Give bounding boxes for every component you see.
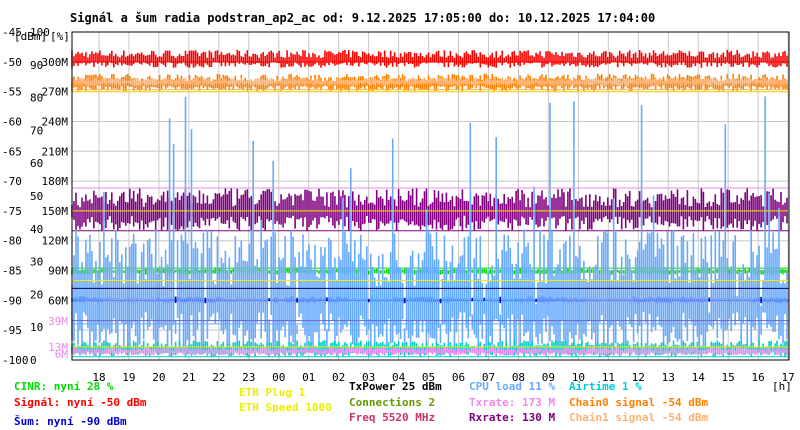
x-tick: 16	[752, 371, 765, 384]
y-tick-pct: 30	[30, 256, 43, 269]
legend-txrate: Txrate: 173 M	[469, 396, 556, 409]
y-tick-pct: 0	[30, 354, 37, 367]
y-tick-rate-low: 39M	[48, 315, 68, 328]
chart-title: Signál a šum radia podstran_ap2_ac od: 9…	[70, 11, 656, 25]
y-tick-rate: 300M	[42, 56, 69, 69]
x-tick: 11	[602, 371, 615, 384]
y-tick-dbm: -75	[2, 205, 22, 218]
y-tick-pct: 60	[30, 157, 43, 170]
legend-rxrate: Rxrate: 130 M	[469, 411, 556, 424]
legend-chain1: Chain1 signal -54 dBm	[569, 411, 709, 424]
legend-eth-speed: ETH Speed 1000	[239, 401, 332, 414]
y-tick-dbm: -95	[2, 324, 22, 337]
x-tick: 08	[512, 371, 525, 384]
legend-chain0: Chain0 signal -54 dBm	[569, 396, 709, 409]
x-tick: 22	[212, 371, 225, 384]
x-tick: 09	[542, 371, 555, 384]
y-tick-dbm: -70	[2, 175, 22, 188]
y-tick-pct: 20	[30, 288, 43, 301]
y-tick-dbm: -60	[2, 115, 22, 128]
x-tick: 23	[242, 371, 255, 384]
legend-airtime: Airtime 1 %	[569, 380, 642, 393]
y-tick-pct: 80	[30, 92, 43, 105]
y-tick-dbm: -55	[2, 86, 22, 99]
legend-cpu-load: CPU load 11 %	[469, 380, 556, 393]
legend-connections: Connections 2	[349, 396, 436, 409]
x-tick: 13	[662, 371, 675, 384]
y-tick-dbm: -100	[2, 354, 29, 367]
x-tick: 02	[332, 371, 345, 384]
y-tick-dbm: -45	[2, 26, 22, 39]
legend-signal: Signál: nyní -50 dBm	[14, 396, 147, 409]
axis-unit-pct: [%]	[50, 30, 70, 43]
y-tick-rate: 120M	[42, 235, 69, 248]
x-tick: 05	[422, 371, 435, 384]
series-cpu-load	[71, 96, 789, 357]
x-tick: 01	[302, 371, 315, 384]
y-tick-rate-low: 13M	[48, 341, 68, 354]
axis-unit-h: [h]	[772, 380, 792, 393]
y-tick-rate: 180M	[42, 175, 69, 188]
x-tick: 03	[362, 371, 375, 384]
legend-cinr: CINR: nyní 28 %	[14, 380, 114, 393]
series-chain1-signal	[71, 77, 789, 91]
x-tick: 18	[92, 371, 105, 384]
x-tick: 17	[781, 371, 794, 384]
y-tick-dbm: -80	[2, 235, 22, 248]
y-tick-rate: 210M	[42, 145, 69, 158]
legend-txpower: TxPower 25 dBm	[349, 380, 442, 393]
y-tick-dbm: -65	[2, 145, 22, 158]
x-tick: 20	[152, 371, 165, 384]
legend-noise: Šum: nyní -90 dBm	[14, 415, 127, 428]
x-tick: 07	[482, 371, 495, 384]
y-tick-rate: 90M	[48, 265, 68, 278]
legend-freq: Freq 5520 MHz	[349, 411, 436, 424]
x-tick: 06	[452, 371, 465, 384]
y-tick-dbm: -50	[2, 56, 22, 69]
y-tick-pct: 90	[30, 59, 43, 72]
y-tick-rate: 270M	[42, 86, 69, 99]
x-tick: 15	[722, 371, 735, 384]
x-tick: 10	[572, 371, 585, 384]
legend-eth-plug: ETH Plug 1	[239, 386, 306, 399]
y-tick-pct: 50	[30, 190, 43, 203]
y-tick-rate: 240M	[42, 115, 69, 128]
y-tick-pct: 100	[30, 26, 50, 39]
y-tick-rate-low: 6M	[55, 348, 69, 361]
x-tick: 19	[122, 371, 135, 384]
y-tick-dbm: -90	[2, 294, 22, 307]
x-tick: 00	[272, 371, 285, 384]
axis-unit-dbm: [dBm]	[14, 30, 47, 43]
y-tick-rate: 150M	[42, 205, 69, 218]
y-tick-rate: 60M	[48, 294, 68, 307]
y-tick-dbm: -85	[2, 265, 22, 278]
x-tick: 14	[692, 371, 706, 384]
y-tick-pct: 70	[30, 124, 43, 137]
x-tick: 12	[632, 371, 645, 384]
x-tick: 21	[182, 371, 195, 384]
x-tick: 04	[392, 371, 406, 384]
y-tick-pct: 10	[30, 321, 43, 334]
plot-frame	[71, 31, 790, 361]
y-tick-pct: 40	[30, 223, 43, 236]
